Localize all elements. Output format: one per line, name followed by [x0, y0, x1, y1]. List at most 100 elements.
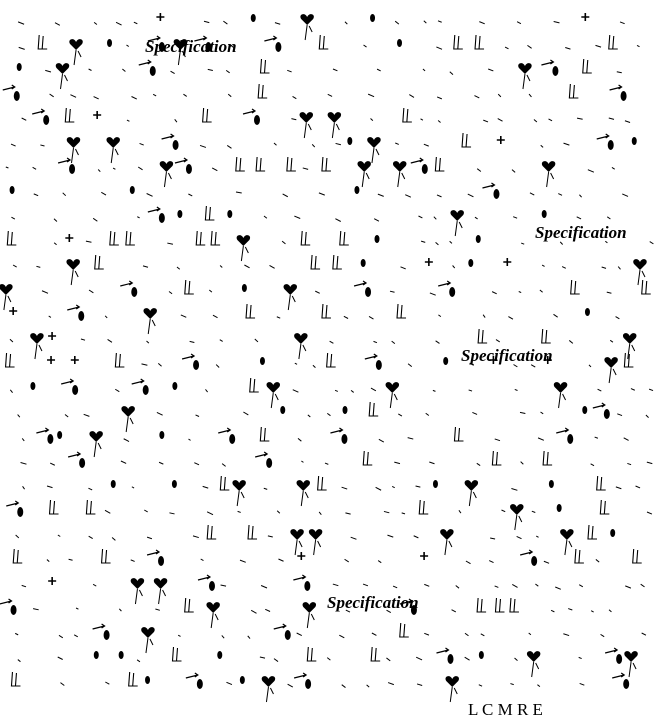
arrow-bulb-icon — [174, 157, 192, 174]
tick-mark-icon — [33, 608, 39, 611]
tick-mark-icon — [370, 14, 376, 22]
tick-mark-icon — [478, 651, 484, 659]
tick-mark-icon — [259, 656, 266, 659]
tick-mark-icon — [490, 537, 496, 540]
tick-mark-icon — [155, 608, 160, 611]
heart-flower-icon — [553, 382, 568, 409]
tick-mark-icon — [243, 411, 249, 416]
bar-icon — [64, 107, 75, 123]
arrow-bulb-icon — [264, 35, 282, 52]
tick-mark-icon — [219, 339, 223, 342]
arrow-bulb-icon — [293, 574, 311, 591]
tick-mark-icon — [265, 608, 271, 612]
tick-mark-icon — [189, 340, 195, 343]
bar-icon — [599, 499, 610, 515]
tick-mark-icon — [455, 585, 460, 589]
tick-mark-icon — [472, 411, 478, 415]
specification-label: Specification — [145, 37, 237, 56]
tick-mark-icon — [294, 215, 301, 219]
bar-icon — [202, 107, 212, 123]
tick-mark-icon — [370, 118, 374, 122]
tick-mark-icon — [206, 511, 214, 516]
bar-icon — [509, 597, 519, 613]
tick-mark-icon — [501, 509, 506, 513]
heart-flower-icon — [294, 333, 308, 360]
heart-flower-icon — [518, 63, 532, 90]
tick-mark-icon — [514, 388, 518, 391]
tick-mark-icon — [600, 633, 605, 638]
tick-mark-icon — [225, 69, 230, 74]
tick-mark-icon — [180, 314, 187, 318]
bar-icon — [623, 352, 634, 368]
bar-icon — [321, 156, 331, 172]
bar-icon — [339, 230, 349, 246]
tick-mark-icon — [641, 632, 647, 636]
bar-icon — [434, 156, 445, 172]
tick-mark-icon — [387, 682, 394, 686]
tick-mark-icon — [595, 559, 600, 563]
tick-mark-icon — [640, 583, 645, 588]
tick-mark-icon — [386, 657, 391, 662]
tick-mark-icon — [510, 683, 514, 686]
tick-mark-icon — [137, 216, 140, 219]
bar-icon — [128, 671, 138, 687]
heart-flower-icon — [266, 382, 280, 409]
arrow-bulb-icon — [520, 549, 538, 566]
tick-mark-icon — [21, 584, 27, 588]
bar-icon — [632, 548, 642, 564]
heart-flower-icon — [143, 308, 157, 335]
tick-mark-icon — [377, 560, 382, 564]
heart-flower-icon — [300, 14, 314, 41]
tick-mark-icon — [476, 168, 482, 172]
tick-mark-icon — [318, 192, 325, 196]
arrow-bulb-icon — [438, 280, 456, 297]
tick-mark-icon — [590, 463, 595, 467]
tick-mark-icon — [520, 461, 524, 465]
bar-icon — [318, 34, 329, 50]
bar-icon — [195, 230, 206, 246]
tick-mark-icon — [464, 632, 469, 637]
tick-mark-icon — [263, 487, 268, 490]
arrow-bulb-icon — [61, 378, 79, 395]
bar-icon — [477, 328, 488, 344]
footer-text: L C M R E — [468, 700, 543, 719]
tick-mark-icon — [488, 560, 494, 564]
tick-mark-icon — [528, 632, 532, 636]
tick-mark-icon — [422, 68, 426, 72]
tick-mark-icon — [377, 193, 384, 197]
tick-mark-icon — [17, 21, 25, 25]
heart-flower-icon — [290, 529, 304, 556]
arrow-bulb-icon — [32, 108, 50, 125]
specification-label: Specification — [327, 593, 419, 612]
tick-mark-icon — [615, 486, 622, 490]
arrow-bulb-icon — [353, 280, 372, 297]
tick-mark-icon — [9, 186, 15, 194]
tick-mark-icon — [367, 93, 375, 98]
arrow-bulb-icon — [120, 280, 138, 297]
bar-icon — [245, 303, 256, 319]
arrow-bulb-icon — [92, 623, 110, 640]
tick-mark-icon — [274, 22, 281, 25]
tick-mark-icon — [561, 266, 566, 269]
cross-icon — [70, 356, 79, 364]
tick-mark-icon — [512, 584, 518, 588]
bar-icon — [255, 156, 266, 172]
tick-mark-icon — [254, 338, 259, 343]
tick-mark-icon — [646, 511, 653, 515]
tick-mark-icon — [292, 389, 299, 393]
arrow-bulb-icon — [131, 378, 149, 395]
heart-flower-icon — [69, 39, 83, 66]
tick-mark-icon — [413, 535, 419, 539]
tick-mark-icon — [395, 142, 399, 145]
tick-mark-icon — [543, 560, 550, 564]
tick-mark-icon — [559, 241, 564, 245]
tick-mark-icon — [141, 363, 148, 366]
cross-icon — [48, 332, 57, 340]
bar-icon — [6, 230, 17, 246]
tick-mark-icon — [244, 264, 250, 269]
tick-mark-icon — [432, 389, 436, 392]
tick-mark-icon — [424, 583, 430, 587]
tick-mark-icon — [239, 676, 245, 684]
tick-mark-icon — [237, 510, 241, 513]
tick-mark-icon — [533, 119, 538, 123]
